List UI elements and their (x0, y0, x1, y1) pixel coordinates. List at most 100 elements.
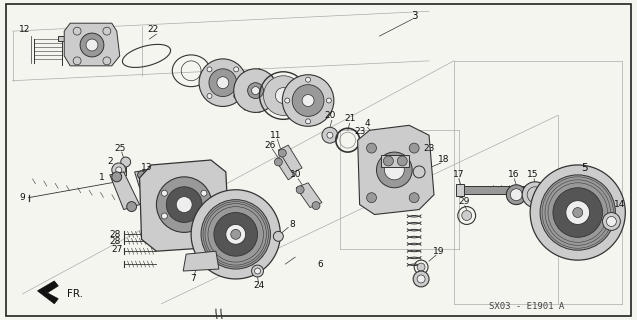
Circle shape (606, 217, 617, 227)
Circle shape (553, 188, 603, 237)
Text: SX03 - E1901 A: SX03 - E1901 A (489, 302, 564, 311)
Circle shape (86, 39, 98, 51)
Text: 5: 5 (582, 163, 588, 173)
Circle shape (155, 171, 163, 179)
Circle shape (231, 229, 241, 239)
Text: 9: 9 (20, 193, 25, 202)
Circle shape (510, 189, 522, 201)
Text: 12: 12 (19, 25, 31, 34)
Circle shape (282, 75, 334, 126)
Circle shape (366, 193, 376, 203)
Text: 17: 17 (453, 170, 464, 180)
Circle shape (207, 93, 212, 99)
Circle shape (234, 93, 239, 99)
Circle shape (278, 149, 286, 157)
Text: FR.: FR. (67, 289, 83, 299)
Text: 10: 10 (289, 170, 301, 180)
Circle shape (296, 186, 304, 194)
Text: 3: 3 (411, 11, 417, 21)
Circle shape (234, 67, 239, 72)
Text: 14: 14 (613, 200, 625, 209)
Text: 4: 4 (365, 119, 370, 128)
Circle shape (417, 275, 425, 283)
Circle shape (306, 119, 311, 124)
Circle shape (176, 197, 192, 212)
Circle shape (73, 27, 81, 35)
Circle shape (413, 271, 429, 287)
Bar (461, 186, 535, 194)
Circle shape (306, 77, 311, 82)
Circle shape (127, 202, 136, 212)
Circle shape (302, 95, 314, 107)
Text: 11: 11 (269, 131, 281, 140)
Text: 25: 25 (114, 144, 125, 153)
Circle shape (116, 167, 122, 173)
Circle shape (225, 224, 246, 244)
Circle shape (201, 213, 207, 219)
Circle shape (80, 33, 104, 57)
Text: 29: 29 (458, 197, 469, 206)
Circle shape (327, 132, 333, 138)
Bar (456, 184, 464, 196)
Circle shape (417, 263, 425, 271)
Text: 22: 22 (148, 25, 159, 34)
Text: 13: 13 (141, 164, 152, 172)
Circle shape (273, 231, 283, 241)
Circle shape (248, 83, 264, 99)
Circle shape (112, 172, 122, 182)
Circle shape (285, 98, 290, 103)
Circle shape (413, 166, 425, 178)
Circle shape (207, 67, 212, 72)
Circle shape (383, 156, 393, 166)
Circle shape (409, 143, 419, 153)
Circle shape (217, 77, 229, 89)
Text: 21: 21 (344, 114, 355, 123)
Circle shape (376, 152, 412, 188)
Polygon shape (134, 168, 166, 188)
Circle shape (121, 157, 131, 167)
Text: 15: 15 (527, 170, 539, 180)
Circle shape (201, 200, 271, 269)
Circle shape (201, 190, 207, 196)
Circle shape (234, 69, 277, 112)
Text: 20: 20 (324, 111, 336, 120)
Polygon shape (275, 155, 295, 180)
Text: 1: 1 (99, 173, 104, 182)
Text: 28: 28 (109, 230, 120, 239)
Polygon shape (296, 183, 322, 208)
Circle shape (522, 182, 548, 208)
Text: 7: 7 (190, 275, 196, 284)
Circle shape (166, 187, 202, 222)
Text: 18: 18 (438, 156, 450, 164)
Circle shape (161, 190, 168, 196)
Bar (58, 36, 68, 41)
Circle shape (191, 190, 280, 279)
Polygon shape (110, 172, 140, 210)
Text: 6: 6 (317, 260, 323, 268)
Circle shape (603, 212, 620, 230)
Text: 28: 28 (109, 237, 120, 246)
Circle shape (462, 211, 471, 220)
Circle shape (73, 57, 81, 65)
Circle shape (264, 76, 303, 116)
Polygon shape (140, 160, 229, 251)
Text: 2: 2 (107, 157, 113, 166)
Circle shape (409, 193, 419, 203)
Circle shape (322, 127, 338, 143)
Circle shape (540, 175, 615, 250)
Text: 23: 23 (424, 144, 434, 153)
Text: 26: 26 (265, 140, 276, 150)
Text: 27: 27 (111, 245, 122, 254)
Text: 24: 24 (253, 281, 264, 290)
Polygon shape (278, 145, 302, 173)
Circle shape (209, 69, 237, 97)
Polygon shape (357, 125, 434, 214)
Circle shape (573, 208, 583, 218)
Circle shape (252, 87, 259, 95)
Text: 23: 23 (354, 127, 366, 136)
Text: 19: 19 (433, 247, 445, 256)
Circle shape (366, 143, 376, 153)
Circle shape (326, 98, 331, 103)
Circle shape (103, 57, 111, 65)
Circle shape (312, 202, 320, 210)
